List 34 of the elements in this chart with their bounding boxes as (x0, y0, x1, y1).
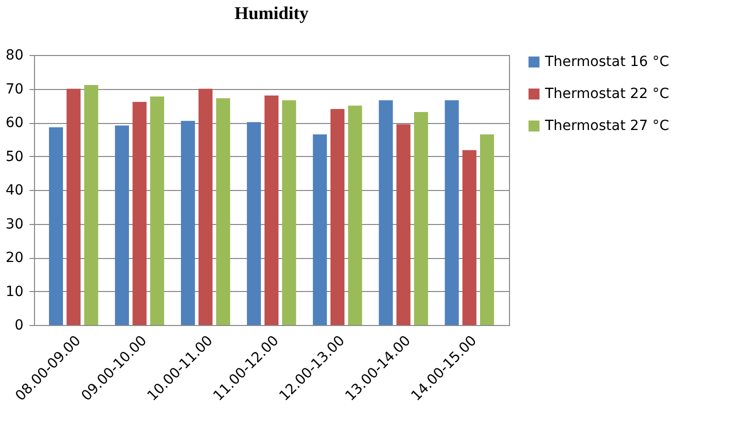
bar (462, 150, 476, 325)
y-tick-label: 50 (6, 148, 24, 165)
y-tick-label: 0 (14, 318, 24, 334)
bar (150, 96, 164, 325)
bar (348, 106, 362, 325)
legend-label: Thermostat 22 °C (544, 86, 670, 102)
y-tick-label: 20 (6, 250, 24, 266)
y-tick-label: 10 (6, 284, 24, 300)
bar (312, 134, 327, 325)
legend-label: Thermostat 27 °C (544, 118, 670, 134)
bar (264, 96, 278, 325)
bar (198, 88, 213, 325)
bar (114, 126, 129, 325)
bar (330, 109, 344, 325)
bar (66, 88, 81, 325)
chart-title: Humidity (234, 3, 309, 23)
bar (132, 102, 147, 325)
bar (414, 112, 428, 325)
bar (180, 120, 195, 325)
bar (216, 98, 230, 325)
bar (282, 100, 296, 325)
legend-label: Thermostat 16 °C (544, 54, 670, 70)
bar (396, 124, 410, 325)
bar (84, 85, 98, 325)
bar (378, 100, 393, 325)
bar (444, 100, 459, 325)
bar (48, 127, 63, 325)
y-tick-label: 30 (6, 216, 24, 232)
y-tick-label: 80 (6, 48, 24, 64)
y-tick-label: 60 (6, 115, 24, 131)
y-tick-label: 70 (6, 81, 24, 98)
bar (246, 122, 261, 325)
y-tick-label: 40 (6, 182, 24, 198)
bar (480, 134, 494, 325)
